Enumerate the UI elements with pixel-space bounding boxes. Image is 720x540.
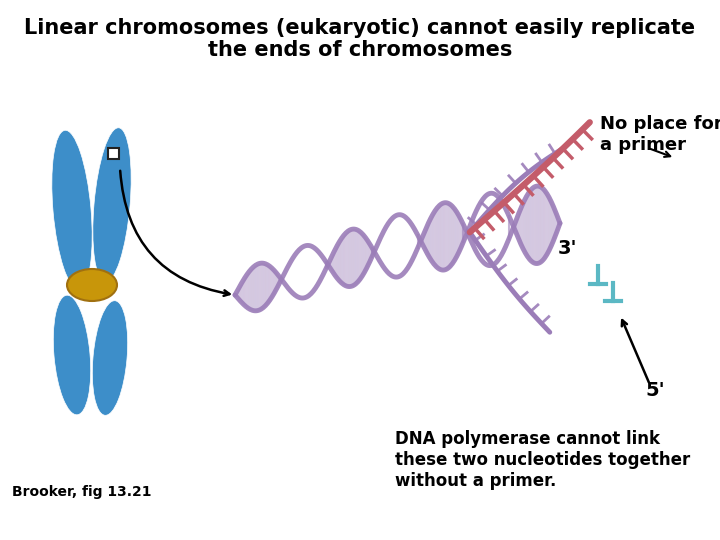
Text: the ends of chromosomes: the ends of chromosomes — [208, 40, 512, 60]
Text: 3': 3' — [558, 239, 577, 258]
Text: 5': 5' — [645, 381, 665, 400]
Ellipse shape — [93, 128, 131, 282]
Text: Linear chromosomes (eukaryotic) cannot easily replicate: Linear chromosomes (eukaryotic) cannot e… — [24, 18, 696, 38]
Ellipse shape — [67, 269, 117, 301]
Ellipse shape — [53, 295, 91, 415]
Bar — [108, 148, 119, 159]
Ellipse shape — [52, 130, 92, 290]
Ellipse shape — [92, 301, 127, 415]
Text: DNA polymerase cannot link
these two nucleotides together
without a primer.: DNA polymerase cannot link these two nuc… — [395, 430, 690, 490]
Text: No place for
a primer: No place for a primer — [600, 115, 720, 154]
Text: Brooker, fig 13.21: Brooker, fig 13.21 — [12, 485, 151, 499]
